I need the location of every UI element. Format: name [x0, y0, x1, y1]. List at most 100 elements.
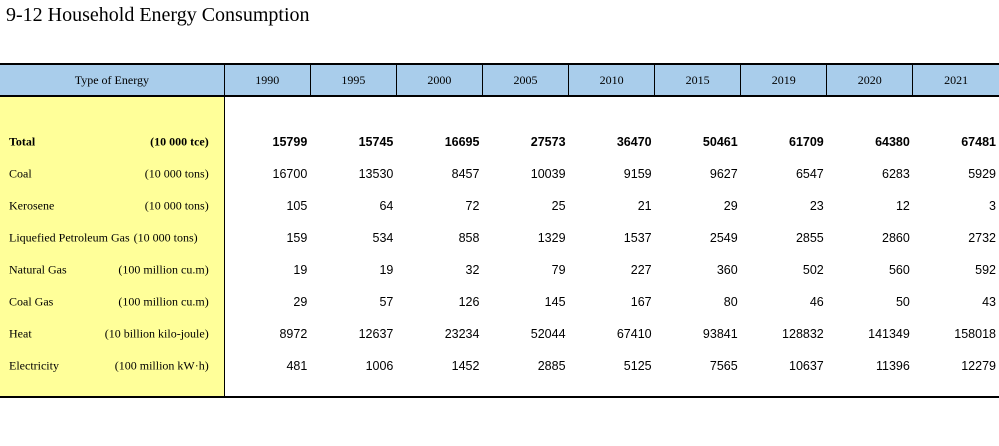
table-cell: 1537 — [623, 231, 652, 245]
energy-table: Type of Energy 1990 1995 2000 2005 2010 … — [0, 63, 999, 398]
table-cell: 2549 — [709, 231, 738, 245]
table-cell: 50461 — [702, 135, 738, 149]
column-header-year: 2000 — [395, 63, 483, 97]
row-label: Electricity (100 million kW·h) — [0, 350, 225, 382]
row-label: Kerosene (10 000 tons) — [0, 190, 225, 222]
table-cell: 6283 — [882, 167, 910, 181]
table-cell: 43 — [982, 295, 996, 309]
table-row: Coal (10 000 tons) 16700 13530 8457 1003… — [0, 158, 999, 190]
table-row: Natural Gas (100 million cu.m) 19 19 32 … — [0, 254, 999, 286]
table-cell: 1452 — [451, 359, 480, 373]
table-cell: 15799 — [272, 135, 308, 149]
table-cell: 126 — [458, 295, 480, 309]
table-cell: 502 — [802, 263, 824, 277]
table-cell: 57 — [379, 295, 394, 309]
row-name: Natural Gas — [9, 262, 67, 277]
row-unit: (10 000 tons) — [144, 166, 209, 181]
table-cell: 12279 — [961, 359, 996, 373]
table-cell: 72 — [465, 199, 480, 213]
table-cell: 12 — [895, 199, 910, 213]
table-cell: 2732 — [968, 231, 996, 245]
table-cell: 6547 — [795, 167, 824, 181]
column-header-year: 1990 — [223, 63, 311, 97]
table-cell: 64380 — [875, 135, 910, 149]
table-row: Heat (10 billion kilo-joule) 8972 12637 … — [0, 318, 999, 350]
table-cell: 61709 — [789, 135, 824, 149]
row-unit: (10 000 tons) — [133, 230, 198, 245]
row-unit: (100 million cu.m) — [118, 294, 209, 309]
table-cell: 36470 — [616, 135, 652, 149]
row-name: Heat — [9, 326, 32, 341]
spacer-row — [0, 382, 999, 398]
table-cell: 5125 — [623, 359, 652, 373]
table-cell: 1006 — [365, 359, 394, 373]
column-header-type: Type of Energy — [0, 63, 225, 97]
table-cell: 19 — [293, 263, 308, 277]
row-unit: (10 000 tons) — [144, 198, 209, 213]
column-header-year: 2019 — [740, 63, 827, 97]
table-cell: 141349 — [868, 327, 910, 341]
row-name: Electricity — [9, 358, 59, 373]
table-row: Liquefied Petroleum Gas (10 000 tons) 159… — [0, 222, 999, 254]
table-cell: 3 — [989, 199, 996, 213]
table-cell: 15745 — [358, 135, 394, 149]
row-label: Total (10 000 tce) — [0, 126, 225, 158]
spacer-row — [0, 96, 999, 126]
table-cell: 46 — [809, 295, 824, 309]
table-cell: 8972 — [279, 327, 308, 341]
page-title: 9-12 Household Energy Consumption — [6, 4, 310, 26]
row-name: Coal — [9, 166, 32, 181]
column-header-year: 2020 — [826, 63, 913, 97]
table-cell: 7565 — [709, 359, 738, 373]
table-cell: 21 — [637, 199, 652, 213]
table-cell: 13530 — [358, 167, 394, 181]
table-cell: 10039 — [530, 167, 566, 181]
table-cell: 2855 — [795, 231, 824, 245]
table-cell: 16695 — [444, 135, 480, 149]
table-row: Coal Gas (100 million cu.m) 29 57 126 14… — [0, 286, 999, 318]
table-cell: 12637 — [358, 327, 394, 341]
table-cell: 16700 — [272, 167, 308, 181]
table-cell: 159 — [286, 231, 308, 245]
table-cell: 79 — [551, 263, 566, 277]
table-cell: 29 — [723, 199, 738, 213]
table-cell: 11396 — [876, 359, 910, 373]
row-name-text: Liquefied Petroleum Gas — [9, 230, 130, 245]
table-cell: 5929 — [968, 167, 996, 181]
row-unit: (10 000 tce) — [150, 134, 209, 149]
row-name: Liquefied Petroleum Gas (10 000 tons) — [9, 231, 198, 246]
column-header-year: 2015 — [654, 63, 741, 97]
table-cell: 32 — [465, 263, 480, 277]
row-label: Coal Gas (100 million cu.m) — [0, 286, 225, 318]
row-unit: (100 million cu.m) — [118, 262, 209, 277]
table-cell: 67481 — [961, 135, 996, 149]
table-cell: 128832 — [782, 327, 824, 341]
table-cell: 67410 — [616, 327, 652, 341]
table-cell: 64 — [379, 199, 394, 213]
table-cell: 10637 — [789, 359, 824, 373]
table-cell: 105 — [286, 199, 308, 213]
table-cell: 23 — [809, 199, 824, 213]
table-cell: 481 — [286, 359, 308, 373]
header-row: Type of Energy 1990 1995 2000 2005 2010 … — [0, 63, 999, 97]
row-label: Natural Gas (100 million cu.m) — [0, 254, 225, 286]
table-cell: 25 — [551, 199, 566, 213]
table-cell: 80 — [723, 295, 738, 309]
column-header-year: 2010 — [568, 63, 655, 97]
row-unit: (100 million kW·h) — [114, 358, 209, 373]
table-cell: 9627 — [709, 167, 738, 181]
table-cell: 23234 — [444, 327, 480, 341]
table-cell: 29 — [293, 295, 308, 309]
table-row: Total (10 000 tce) 15799 15745 16695 275… — [0, 126, 999, 158]
row-name: Kerosene — [9, 198, 55, 213]
row-label: Coal (10 000 tons) — [0, 158, 225, 190]
table-cell: 534 — [372, 231, 394, 245]
table-cell: 8457 — [451, 167, 480, 181]
table-cell: 27573 — [530, 135, 566, 149]
table-cell: 592 — [975, 263, 996, 277]
table-cell: 158018 — [954, 327, 996, 341]
table-cell: 1329 — [537, 231, 566, 245]
row-unit: (10 billion kilo-joule) — [104, 326, 209, 341]
row-label: Liquefied Petroleum Gas (10 000 tons) — [0, 222, 225, 254]
column-header-year: 2021 — [912, 63, 999, 97]
